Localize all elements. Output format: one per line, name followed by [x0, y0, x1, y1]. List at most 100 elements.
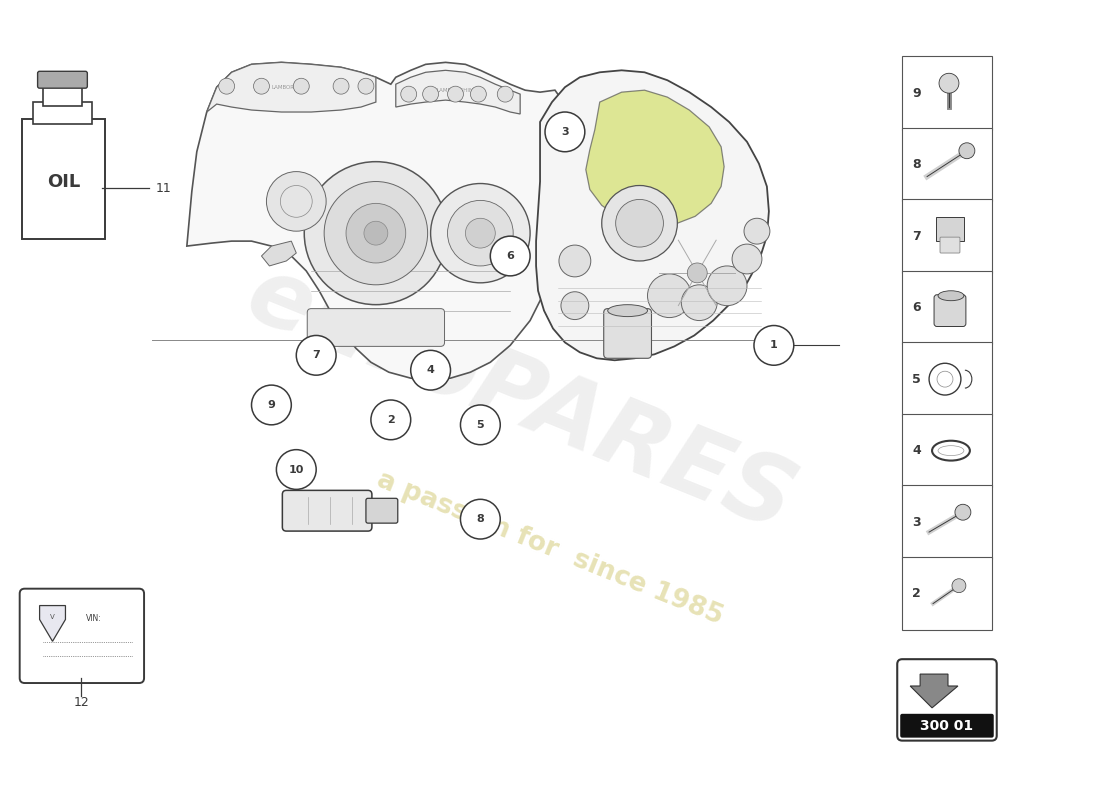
Circle shape — [461, 499, 500, 539]
Circle shape — [959, 142, 975, 158]
Text: 3: 3 — [561, 127, 569, 137]
Polygon shape — [910, 674, 958, 708]
Circle shape — [744, 218, 770, 244]
Ellipse shape — [607, 305, 648, 317]
FancyBboxPatch shape — [900, 714, 993, 738]
FancyBboxPatch shape — [22, 119, 106, 239]
Polygon shape — [396, 70, 520, 114]
FancyBboxPatch shape — [902, 199, 992, 273]
Circle shape — [707, 266, 747, 306]
Text: 5: 5 — [476, 420, 484, 430]
Text: 7: 7 — [312, 350, 320, 360]
Circle shape — [252, 385, 292, 425]
FancyBboxPatch shape — [43, 84, 82, 106]
Text: 6: 6 — [912, 301, 921, 314]
Text: VIN:: VIN: — [87, 614, 102, 623]
Circle shape — [688, 263, 707, 283]
FancyBboxPatch shape — [902, 486, 992, 559]
Text: a passion for  since 1985: a passion for since 1985 — [373, 467, 727, 630]
FancyBboxPatch shape — [604, 309, 651, 358]
Text: 10: 10 — [288, 465, 304, 474]
Text: OIL: OIL — [47, 173, 80, 190]
Polygon shape — [262, 241, 296, 266]
Text: 2: 2 — [387, 415, 395, 425]
Text: 3: 3 — [912, 516, 921, 529]
Text: 2: 2 — [912, 587, 921, 600]
FancyBboxPatch shape — [902, 271, 992, 344]
Text: 8: 8 — [912, 158, 921, 171]
FancyBboxPatch shape — [902, 128, 992, 202]
Circle shape — [410, 350, 451, 390]
FancyBboxPatch shape — [33, 102, 92, 124]
Text: 11: 11 — [156, 182, 172, 195]
Circle shape — [371, 400, 410, 440]
Circle shape — [544, 112, 585, 152]
Polygon shape — [187, 62, 568, 380]
Text: 9: 9 — [267, 400, 275, 410]
Circle shape — [461, 405, 500, 445]
Circle shape — [733, 244, 762, 274]
Circle shape — [559, 245, 591, 277]
Circle shape — [296, 335, 337, 375]
FancyBboxPatch shape — [307, 309, 444, 346]
Circle shape — [681, 285, 717, 321]
Text: euroPARES: euroPARES — [233, 248, 807, 552]
Circle shape — [602, 186, 678, 261]
Text: 300 01: 300 01 — [921, 718, 974, 733]
Circle shape — [648, 274, 691, 318]
Circle shape — [616, 199, 663, 247]
Circle shape — [448, 86, 463, 102]
Circle shape — [497, 86, 514, 102]
Circle shape — [491, 236, 530, 276]
Circle shape — [219, 78, 234, 94]
Text: 1: 1 — [770, 340, 778, 350]
FancyBboxPatch shape — [902, 414, 992, 487]
FancyBboxPatch shape — [20, 589, 144, 683]
Circle shape — [471, 86, 486, 102]
FancyBboxPatch shape — [37, 71, 87, 88]
Circle shape — [305, 162, 448, 305]
FancyBboxPatch shape — [902, 57, 992, 130]
Circle shape — [266, 171, 326, 231]
FancyBboxPatch shape — [902, 342, 992, 416]
Circle shape — [561, 292, 588, 319]
Circle shape — [358, 78, 374, 94]
Text: LAMBORGHINI: LAMBORGHINI — [436, 88, 475, 93]
Circle shape — [422, 86, 439, 102]
Circle shape — [952, 578, 966, 593]
Text: LAMBORGHINI: LAMBORGHINI — [272, 85, 310, 90]
Ellipse shape — [938, 290, 964, 301]
FancyBboxPatch shape — [283, 490, 372, 531]
Circle shape — [324, 182, 428, 285]
FancyBboxPatch shape — [940, 237, 960, 253]
Text: 4: 4 — [427, 366, 434, 375]
Text: 7: 7 — [912, 230, 921, 242]
FancyBboxPatch shape — [936, 218, 964, 241]
Circle shape — [939, 74, 959, 93]
Text: 5: 5 — [912, 373, 921, 386]
Text: 6: 6 — [506, 251, 514, 261]
FancyBboxPatch shape — [902, 557, 992, 630]
Text: 12: 12 — [74, 696, 89, 710]
FancyBboxPatch shape — [898, 659, 997, 741]
Circle shape — [448, 200, 514, 266]
FancyBboxPatch shape — [934, 294, 966, 326]
Circle shape — [346, 203, 406, 263]
Circle shape — [364, 222, 388, 245]
Text: 8: 8 — [476, 514, 484, 524]
Text: 9: 9 — [912, 86, 921, 100]
Circle shape — [430, 183, 530, 283]
Circle shape — [276, 450, 316, 490]
Circle shape — [253, 78, 270, 94]
Circle shape — [465, 218, 495, 248]
Circle shape — [333, 78, 349, 94]
Circle shape — [294, 78, 309, 94]
Polygon shape — [207, 62, 376, 112]
Polygon shape — [536, 70, 769, 360]
Text: V: V — [51, 614, 55, 621]
FancyBboxPatch shape — [366, 498, 398, 523]
Circle shape — [754, 326, 794, 366]
Polygon shape — [40, 606, 66, 642]
Text: 4: 4 — [912, 444, 921, 457]
Circle shape — [955, 504, 971, 520]
